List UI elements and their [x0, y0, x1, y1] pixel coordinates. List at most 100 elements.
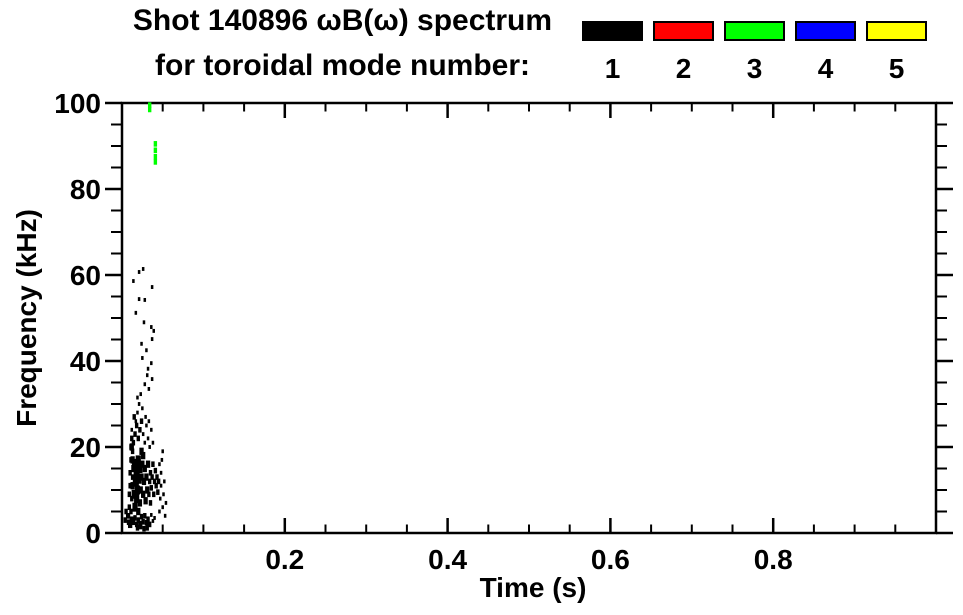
data-point-mode-1: [141, 451, 146, 460]
data-point-mode-1: [155, 474, 159, 480]
data-point-mode-1: [134, 521, 139, 528]
data-point-mode-1: [129, 444, 133, 450]
data-point-mode-1: [150, 325, 153, 329]
data-point-mode-1: [146, 366, 150, 371]
data-point-mode-1: [137, 297, 141, 302]
data-point-mode-1: [132, 279, 135, 283]
y-tick-label: 40: [70, 346, 101, 377]
data-point-mode-1: [151, 519, 155, 523]
data-point-mode-3: [153, 153, 158, 160]
legend-label-4: 4: [817, 53, 834, 84]
legend-swatch-1: [582, 21, 643, 41]
legend-label-3: 3: [746, 53, 763, 84]
data-point-mode-1: [150, 361, 153, 366]
legend-item-1: 1: [582, 21, 643, 83]
legend-swatch-2: [653, 21, 714, 41]
legend-label-5: 5: [888, 53, 905, 84]
data-point-mode-1: [141, 356, 144, 360]
data-point-mode-1: [143, 382, 147, 387]
data-point-mode-1: [130, 448, 135, 455]
data-point-mode-1: [150, 427, 153, 432]
data-point-mode-1: [138, 520, 142, 527]
data-point-mode-1: [153, 467, 158, 474]
data-point-mode-1: [139, 523, 143, 530]
data-point-mode-1: [126, 513, 131, 519]
legend-swatch-5: [866, 21, 927, 41]
data-point-mode-1: [145, 525, 149, 531]
data-point-mode-1: [139, 473, 144, 481]
data-point-mode-1: [141, 406, 144, 411]
data-point-mode-3: [153, 141, 158, 147]
data-point-mode-1: [134, 485, 141, 495]
data-point-mode-1: [144, 473, 149, 481]
data-point-mode-1: [161, 449, 164, 454]
legend-label-2: 2: [675, 53, 692, 84]
data-point-mode-1: [136, 395, 139, 400]
data-point-mode-1: [133, 515, 137, 521]
y-tick-label: 80: [70, 174, 101, 205]
data-point-mode-1: [131, 519, 136, 526]
data-point-mode-1: [134, 419, 138, 424]
data-point-mode-1: [151, 461, 155, 467]
data-point-mode-1: [141, 519, 145, 525]
data-point-mode-1: [164, 500, 168, 505]
data-point-mode-1: [156, 478, 161, 485]
data-point-mode-1: [126, 519, 131, 526]
data-point-mode-1: [123, 517, 127, 523]
data-point-mode-1: [127, 491, 132, 498]
data-point-mode-1: [141, 490, 146, 498]
data-point-mode-1: [142, 525, 146, 532]
legend-swatch-3: [724, 21, 785, 41]
data-point-mode-1: [136, 474, 142, 484]
data-point-mode-1: [151, 440, 155, 445]
data-point-mode-1: [147, 491, 151, 498]
legend-item-4: 4: [795, 21, 856, 83]
data-point-mode-1: [158, 509, 161, 514]
data-point-mode-1: [129, 457, 133, 463]
data-point-mode-3: [153, 159, 158, 165]
data-point-mode-1: [147, 521, 152, 528]
x-tick-label: 0.8: [754, 544, 793, 575]
data-point-mode-1: [148, 500, 153, 506]
data-point-mode-1: [150, 337, 154, 342]
data-point-mode-1: [143, 497, 148, 505]
legend-item-3: 3: [724, 21, 785, 83]
data-point-mode-1: [130, 427, 134, 432]
data-point-mode-1: [136, 410, 139, 415]
data-point-mode-1: [142, 464, 147, 473]
data-point-mode-1: [150, 377, 154, 382]
data-point-mode-1: [133, 431, 137, 437]
data-point-mode-1: [154, 482, 158, 489]
plot-frame: [120, 101, 938, 535]
x-axis-label: Time (s): [479, 572, 587, 603]
data-point-mode-1: [140, 460, 145, 468]
data-point-mode-1: [150, 474, 154, 480]
x-tick-label: 0.6: [591, 544, 630, 575]
data-point-mode-1: [158, 462, 161, 467]
data-point-mode-1: [148, 445, 151, 449]
data-point-mode-1: [139, 392, 142, 397]
data-point-mode-1: [134, 494, 140, 504]
data-point-mode-1: [141, 477, 147, 486]
chart-title-line-1: Shot 140896 ωB(ω) spectrum: [132, 4, 553, 37]
data-point-mode-1: [129, 508, 133, 515]
data-point-mode-1: [153, 516, 156, 520]
data-point-mode-1: [132, 476, 139, 487]
data-point-mode-1: [131, 439, 136, 446]
data-point-mode-1: [148, 470, 153, 476]
data-point-mode-1: [128, 470, 132, 476]
data-point-mode-1: [152, 478, 157, 485]
data-point-mode-1: [147, 478, 152, 485]
data-point-mode-1: [150, 285, 154, 289]
data-point-mode-1: [159, 483, 163, 488]
data-point-mode-1: [143, 440, 147, 445]
y-tick-label: 60: [70, 260, 101, 291]
data-point-mode-1: [144, 519, 149, 526]
data-point-mode-1: [131, 464, 136, 473]
data-point-mode-1: [147, 387, 151, 391]
data-point-mode-1: [136, 517, 140, 523]
data-point-mode-1: [145, 348, 148, 353]
data-point-mode-1: [142, 320, 146, 325]
data-point-mode-1: [137, 270, 141, 274]
